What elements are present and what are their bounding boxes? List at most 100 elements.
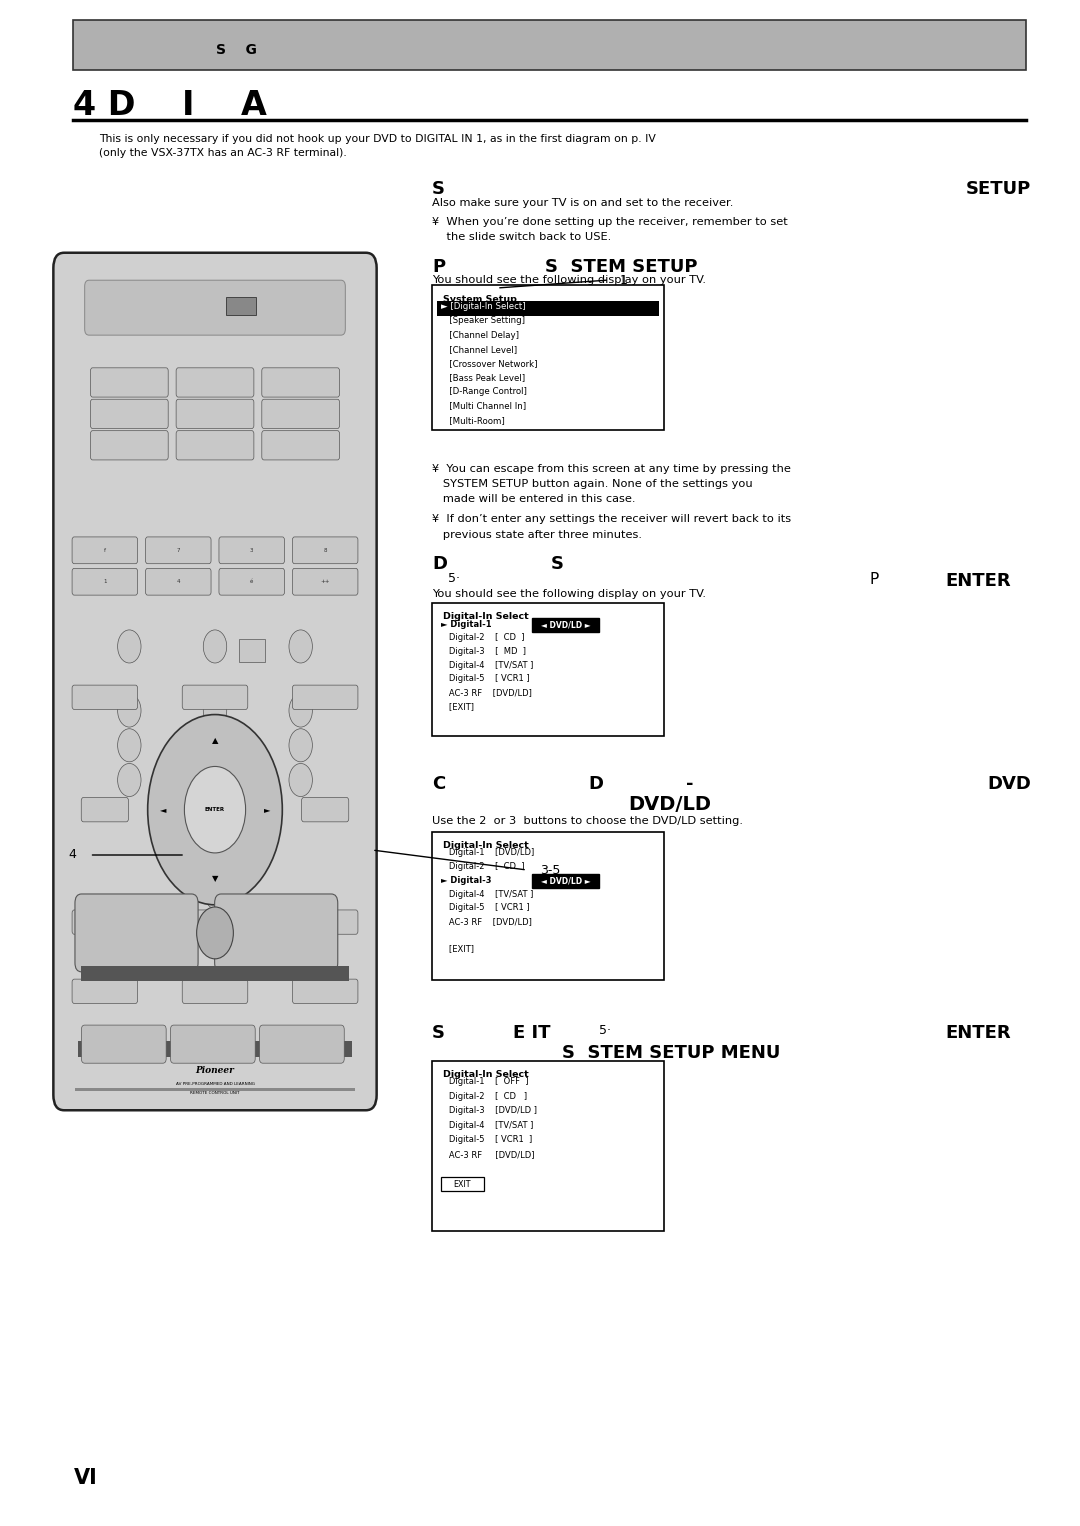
FancyBboxPatch shape: [72, 568, 137, 595]
FancyBboxPatch shape: [183, 980, 247, 1004]
Text: Digital-In Select: Digital-In Select: [443, 1070, 528, 1079]
FancyBboxPatch shape: [176, 430, 254, 459]
Text: ►: ►: [264, 806, 270, 815]
Text: DVD/LD: DVD/LD: [629, 795, 711, 813]
Text: ENTER: ENTER: [945, 572, 1011, 591]
Text: VI: VI: [73, 1468, 97, 1488]
Bar: [239, 639, 265, 662]
Text: 3-5: 3-5: [540, 864, 561, 876]
FancyBboxPatch shape: [81, 1025, 166, 1064]
Circle shape: [289, 630, 312, 662]
FancyBboxPatch shape: [146, 537, 211, 563]
FancyBboxPatch shape: [293, 909, 357, 934]
Text: This is only necessary if you did not hook up your DVD to DIGITAL IN 1, as in th: This is only necessary if you did not ho…: [99, 134, 657, 145]
Text: You should see the following display on your TV.: You should see the following display on …: [432, 275, 706, 285]
Text: Digital-4    [TV/SAT ]: Digital-4 [TV/SAT ]: [441, 890, 534, 899]
Text: AC-3 RF    [DVD/LD]: AC-3 RF [DVD/LD]: [441, 917, 531, 926]
FancyBboxPatch shape: [261, 368, 339, 397]
Circle shape: [118, 694, 141, 726]
Text: [EXIT]: [EXIT]: [441, 945, 474, 954]
Bar: [81, 966, 349, 981]
Text: 8: 8: [323, 548, 327, 552]
Text: 3: 3: [249, 548, 254, 552]
Text: 4: 4: [68, 848, 76, 862]
Circle shape: [118, 729, 141, 761]
FancyBboxPatch shape: [261, 430, 339, 459]
Circle shape: [197, 906, 233, 958]
FancyBboxPatch shape: [53, 253, 377, 1111]
Text: Digital-2    [  CD  ]: Digital-2 [ CD ]: [441, 633, 524, 642]
Text: [Bass Peak Level]: [Bass Peak Level]: [441, 372, 525, 382]
Text: Digital-In Select: Digital-In Select: [443, 841, 528, 850]
Text: ¥  When you’re done setting up the receiver, remember to set: ¥ When you’re done setting up the receiv…: [432, 217, 787, 227]
Text: Digital-5    [ VCR1  ]: Digital-5 [ VCR1 ]: [441, 1135, 531, 1144]
FancyBboxPatch shape: [91, 430, 168, 459]
Text: -: -: [686, 775, 693, 794]
Bar: [226, 298, 256, 316]
Text: Also make sure your TV is on and set to the receiver.: Also make sure your TV is on and set to …: [432, 198, 733, 209]
Text: S: S: [551, 555, 564, 574]
Text: You should see the following display on your TV.: You should see the following display on …: [432, 589, 706, 600]
Text: DVD: DVD: [987, 775, 1031, 794]
Circle shape: [203, 763, 227, 797]
FancyBboxPatch shape: [293, 568, 357, 595]
Text: Digital-4    [TV/SAT ]: Digital-4 [TV/SAT ]: [441, 1120, 534, 1129]
Text: Use the 2  or 3  buttons to choose the DVD/LD setting.: Use the 2 or 3 buttons to choose the DVD…: [432, 816, 743, 827]
FancyBboxPatch shape: [219, 568, 284, 595]
Circle shape: [204, 879, 226, 908]
Text: ¥  If don’t enter any settings the receiver will revert back to its: ¥ If don’t enter any settings the receiv…: [432, 514, 792, 525]
Text: [EXIT]: [EXIT]: [441, 702, 474, 711]
FancyBboxPatch shape: [293, 685, 357, 710]
FancyBboxPatch shape: [183, 909, 247, 934]
Text: S    G: S G: [216, 43, 257, 58]
Text: ▼: ▼: [212, 874, 218, 884]
FancyBboxPatch shape: [293, 980, 357, 1004]
FancyBboxPatch shape: [91, 400, 168, 429]
Text: 4: 4: [176, 580, 180, 584]
Bar: [432, 832, 664, 980]
FancyBboxPatch shape: [72, 909, 137, 934]
Text: SETUP: SETUP: [967, 180, 1031, 198]
Text: 5·: 5·: [448, 572, 460, 586]
Circle shape: [185, 766, 245, 853]
Text: Digital-3    [  MD  ]: Digital-3 [ MD ]: [441, 647, 526, 656]
Text: Digital-3    [DVD/LD ]: Digital-3 [DVD/LD ]: [441, 1106, 537, 1116]
Text: 1: 1: [620, 273, 627, 287]
Text: Digital-2    [  CD  ]: Digital-2 [ CD ]: [441, 862, 524, 871]
Text: 1: 1: [103, 580, 107, 584]
Text: [Channel Level]: [Channel Level]: [441, 345, 516, 354]
Text: Digital-1    [  OFF  ]: Digital-1 [ OFF ]: [441, 1077, 528, 1087]
Text: D: D: [432, 555, 447, 574]
Text: C: C: [432, 775, 445, 794]
Text: 4 D    I    A: 4 D I A: [73, 89, 268, 122]
Text: (only the VSX-37TX has an AC-3 RF terminal).: (only the VSX-37TX has an AC-3 RF termin…: [99, 148, 347, 159]
Text: Digital-5    [ VCR1 ]: Digital-5 [ VCR1 ]: [441, 903, 529, 913]
Text: previous state after three minutes.: previous state after three minutes.: [432, 530, 642, 540]
Text: f: f: [104, 548, 106, 552]
FancyBboxPatch shape: [75, 894, 198, 972]
FancyBboxPatch shape: [219, 537, 284, 563]
Text: Digital-2    [  CD   ]: Digital-2 [ CD ]: [441, 1093, 527, 1100]
Text: [Speaker Setting]: [Speaker Setting]: [441, 316, 525, 325]
Text: D: D: [589, 775, 604, 794]
FancyBboxPatch shape: [261, 400, 339, 429]
Circle shape: [289, 763, 312, 797]
Bar: [441, 1178, 484, 1190]
Text: P: P: [869, 572, 879, 588]
Text: ++: ++: [321, 580, 329, 584]
Bar: [432, 285, 664, 430]
Circle shape: [203, 694, 227, 726]
Text: ► [Digital-In Select]: ► [Digital-In Select]: [441, 302, 525, 311]
Bar: [432, 1061, 664, 1231]
Text: AC-3 RF    [DVD/LD]: AC-3 RF [DVD/LD]: [441, 688, 531, 697]
FancyBboxPatch shape: [91, 368, 168, 397]
FancyBboxPatch shape: [259, 1025, 345, 1064]
Text: SYSTEM SETUP button again. None of the settings you: SYSTEM SETUP button again. None of the s…: [432, 479, 753, 490]
Bar: [432, 603, 664, 736]
Circle shape: [118, 763, 141, 797]
Text: 5·: 5·: [599, 1024, 611, 1038]
Circle shape: [203, 729, 227, 761]
Circle shape: [203, 630, 227, 662]
Text: AV PRE-PROGRAMMED AND LEARNING: AV PRE-PROGRAMMED AND LEARNING: [175, 1082, 255, 1085]
Text: ◄ DVD/LD ►: ◄ DVD/LD ►: [541, 877, 591, 887]
